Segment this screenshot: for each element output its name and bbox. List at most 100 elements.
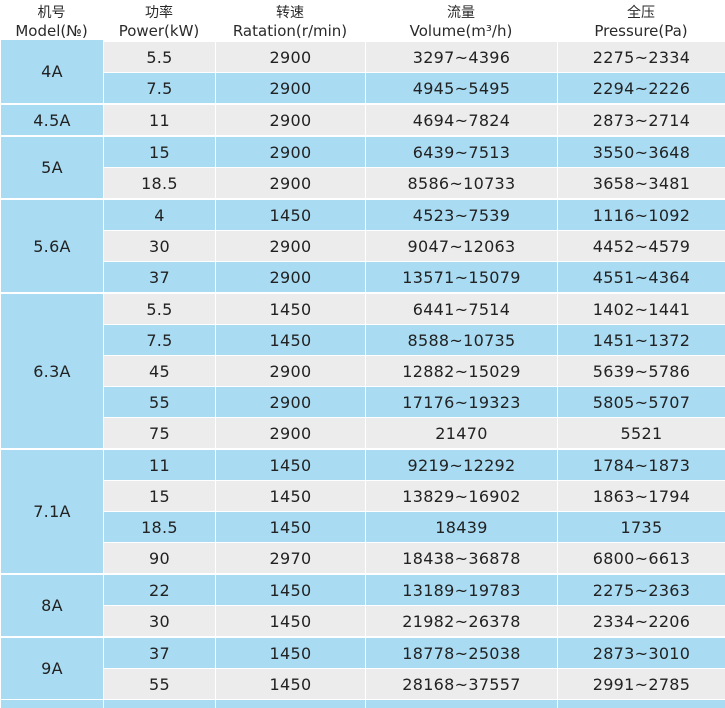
table-row: 37 2900 13571~15079 4551~4364 [0, 261, 725, 292]
table-row: 55 2900 17176~19323 5805~5707 [0, 386, 725, 417]
volume-cell: 21470 [365, 417, 557, 448]
header-volume: 流量 Volume(m³/h) [365, 0, 557, 40]
speed-cell: 1450 [215, 605, 365, 636]
pressure-cell: 5521 [557, 417, 725, 448]
speed-cell: 2900 [215, 72, 365, 103]
power-cell: 18.5 [103, 167, 215, 198]
table-row: 18.5 1450 18439 1735 [0, 511, 725, 542]
model-cell: 4.5A [0, 103, 103, 135]
cutoff-cell [103, 699, 215, 708]
speed-cell: 2900 [215, 167, 365, 198]
table-row: 30 2900 9047~12063 4452~4579 [0, 230, 725, 261]
model-cell: 5A [0, 135, 103, 198]
volume-cell: 18438~36878 [365, 542, 557, 573]
power-cell: 45 [103, 355, 215, 386]
header-pressure: 全压 Pressure(Pa) [557, 0, 725, 40]
header-zh: 流量 [447, 5, 475, 21]
table-row: 30 1450 21982~26378 2334~2206 [0, 605, 725, 636]
header-zh: 功率 [145, 5, 173, 21]
table-row: 6.3A 5.5 1450 6441~7514 1402~1441 [0, 292, 725, 448]
power-cell: 37 [103, 636, 215, 668]
table-row: 8A 22 1450 13189~19783 2275~2363 [0, 573, 725, 636]
table-row: 75 2900 21470 5521 [0, 417, 725, 448]
power-cell: 5.5 [103, 40, 215, 72]
pressure-cell: 6800~6613 [557, 542, 725, 573]
table-row: 7.1A 11 1450 9219~12292 1784~1873 [0, 448, 725, 573]
table-row: 9A 37 1450 18778~25038 2873~3010 [0, 636, 725, 699]
header-row: 机号 Model(№) 功率 Power(kW) 转速 Ratation(r/min)… [0, 0, 725, 40]
power-cell: 75 [103, 417, 215, 448]
header-power: 功率 Power(kW) [103, 0, 215, 40]
power-cell: 30 [103, 230, 215, 261]
table-row: 5A 15 2900 6439~7513 3550~3648 [0, 135, 725, 198]
table-row: 7.5 1450 8588~10735 1451~1372 [0, 324, 725, 355]
volume-cell: 9219~12292 [365, 448, 557, 480]
power-cell: 7.5 [103, 72, 215, 103]
volume-cell: 4945~5495 [365, 72, 557, 103]
power-cell: 37 [103, 261, 215, 292]
pressure-cell: 5805~5707 [557, 386, 725, 417]
table-header: 机号 Model(№) 功率 Power(kW) 转速 Ratation(r/min)… [0, 0, 725, 40]
header-en: Model(№) [15, 22, 88, 40]
power-cell: 15 [103, 480, 215, 511]
header-zh: 全压 [627, 5, 655, 21]
power-cell: 55 [103, 386, 215, 417]
volume-cell: 17176~19323 [365, 386, 557, 417]
volume-cell: 9047~12063 [365, 230, 557, 261]
volume-cell: 18439 [365, 511, 557, 542]
speed-cell: 1450 [215, 292, 365, 324]
power-cell: 11 [103, 448, 215, 480]
header-zh: 机号 [37, 5, 66, 21]
volume-cell: 4523~7539 [365, 198, 557, 230]
header-en: Pressure(Pa) [594, 22, 688, 40]
header-speed: 转速 Ratation(r/min) [215, 0, 365, 40]
table-row: 18.5 2900 8586~10733 3658~3481 [0, 167, 725, 198]
pressure-cell: 2275~2363 [557, 573, 725, 605]
table-row: 55 1450 28168~37557 2991~2785 [0, 668, 725, 699]
power-cell: 18.5 [103, 511, 215, 542]
model-cell: 7.1A [0, 448, 103, 573]
table-row: 90 2970 18438~36878 6800~6613 [0, 542, 725, 573]
pressure-cell: 1863~1794 [557, 480, 725, 511]
power-cell: 4 [103, 198, 215, 230]
table-row: 7.5 2900 4945~5495 2294~2226 [0, 72, 725, 103]
pressure-cell: 4452~4579 [557, 230, 725, 261]
pressure-cell: 2873~3010 [557, 636, 725, 668]
speed-cell: 2900 [215, 417, 365, 448]
speed-cell: 1450 [215, 573, 365, 605]
header-model: 机号 Model(№) [0, 0, 103, 40]
volume-cell: 18778~25038 [365, 636, 557, 668]
header-zh: 转速 [276, 5, 304, 21]
pressure-cell: 2334~2206 [557, 605, 725, 636]
volume-cell: 12882~15029 [365, 355, 557, 386]
pressure-cell: 2294~2226 [557, 72, 725, 103]
pressure-cell: 4551~4364 [557, 261, 725, 292]
pressure-cell: 1451~1372 [557, 324, 725, 355]
speed-cell: 1450 [215, 480, 365, 511]
speed-cell: 1450 [215, 324, 365, 355]
model-cell: 5.6A [0, 198, 103, 292]
volume-cell: 28168~37557 [365, 668, 557, 699]
speed-cell: 2970 [215, 542, 365, 573]
volume-cell: 21982~26378 [365, 605, 557, 636]
pressure-cell: 2873~2714 [557, 103, 725, 135]
power-cell: 11 [103, 103, 215, 135]
pressure-cell: 2275~2334 [557, 40, 725, 72]
cutoff-cell [365, 699, 557, 708]
volume-cell: 13829~16902 [365, 480, 557, 511]
speed-cell: 2900 [215, 261, 365, 292]
speed-cell: 1450 [215, 511, 365, 542]
speed-cell: 2900 [215, 386, 365, 417]
header-en: Volume(m³/h) [409, 22, 513, 40]
model-cell: 9A [0, 636, 103, 699]
speed-cell: 2900 [215, 230, 365, 261]
model-cell: 8A [0, 573, 103, 636]
table-row: 15 1450 13829~16902 1863~1794 [0, 480, 725, 511]
volume-cell: 3297~4396 [365, 40, 557, 72]
volume-cell: 8586~10733 [365, 167, 557, 198]
power-cell: 7.5 [103, 324, 215, 355]
speed-cell: 1450 [215, 668, 365, 699]
power-cell: 55 [103, 668, 215, 699]
pressure-cell: 1735 [557, 511, 725, 542]
